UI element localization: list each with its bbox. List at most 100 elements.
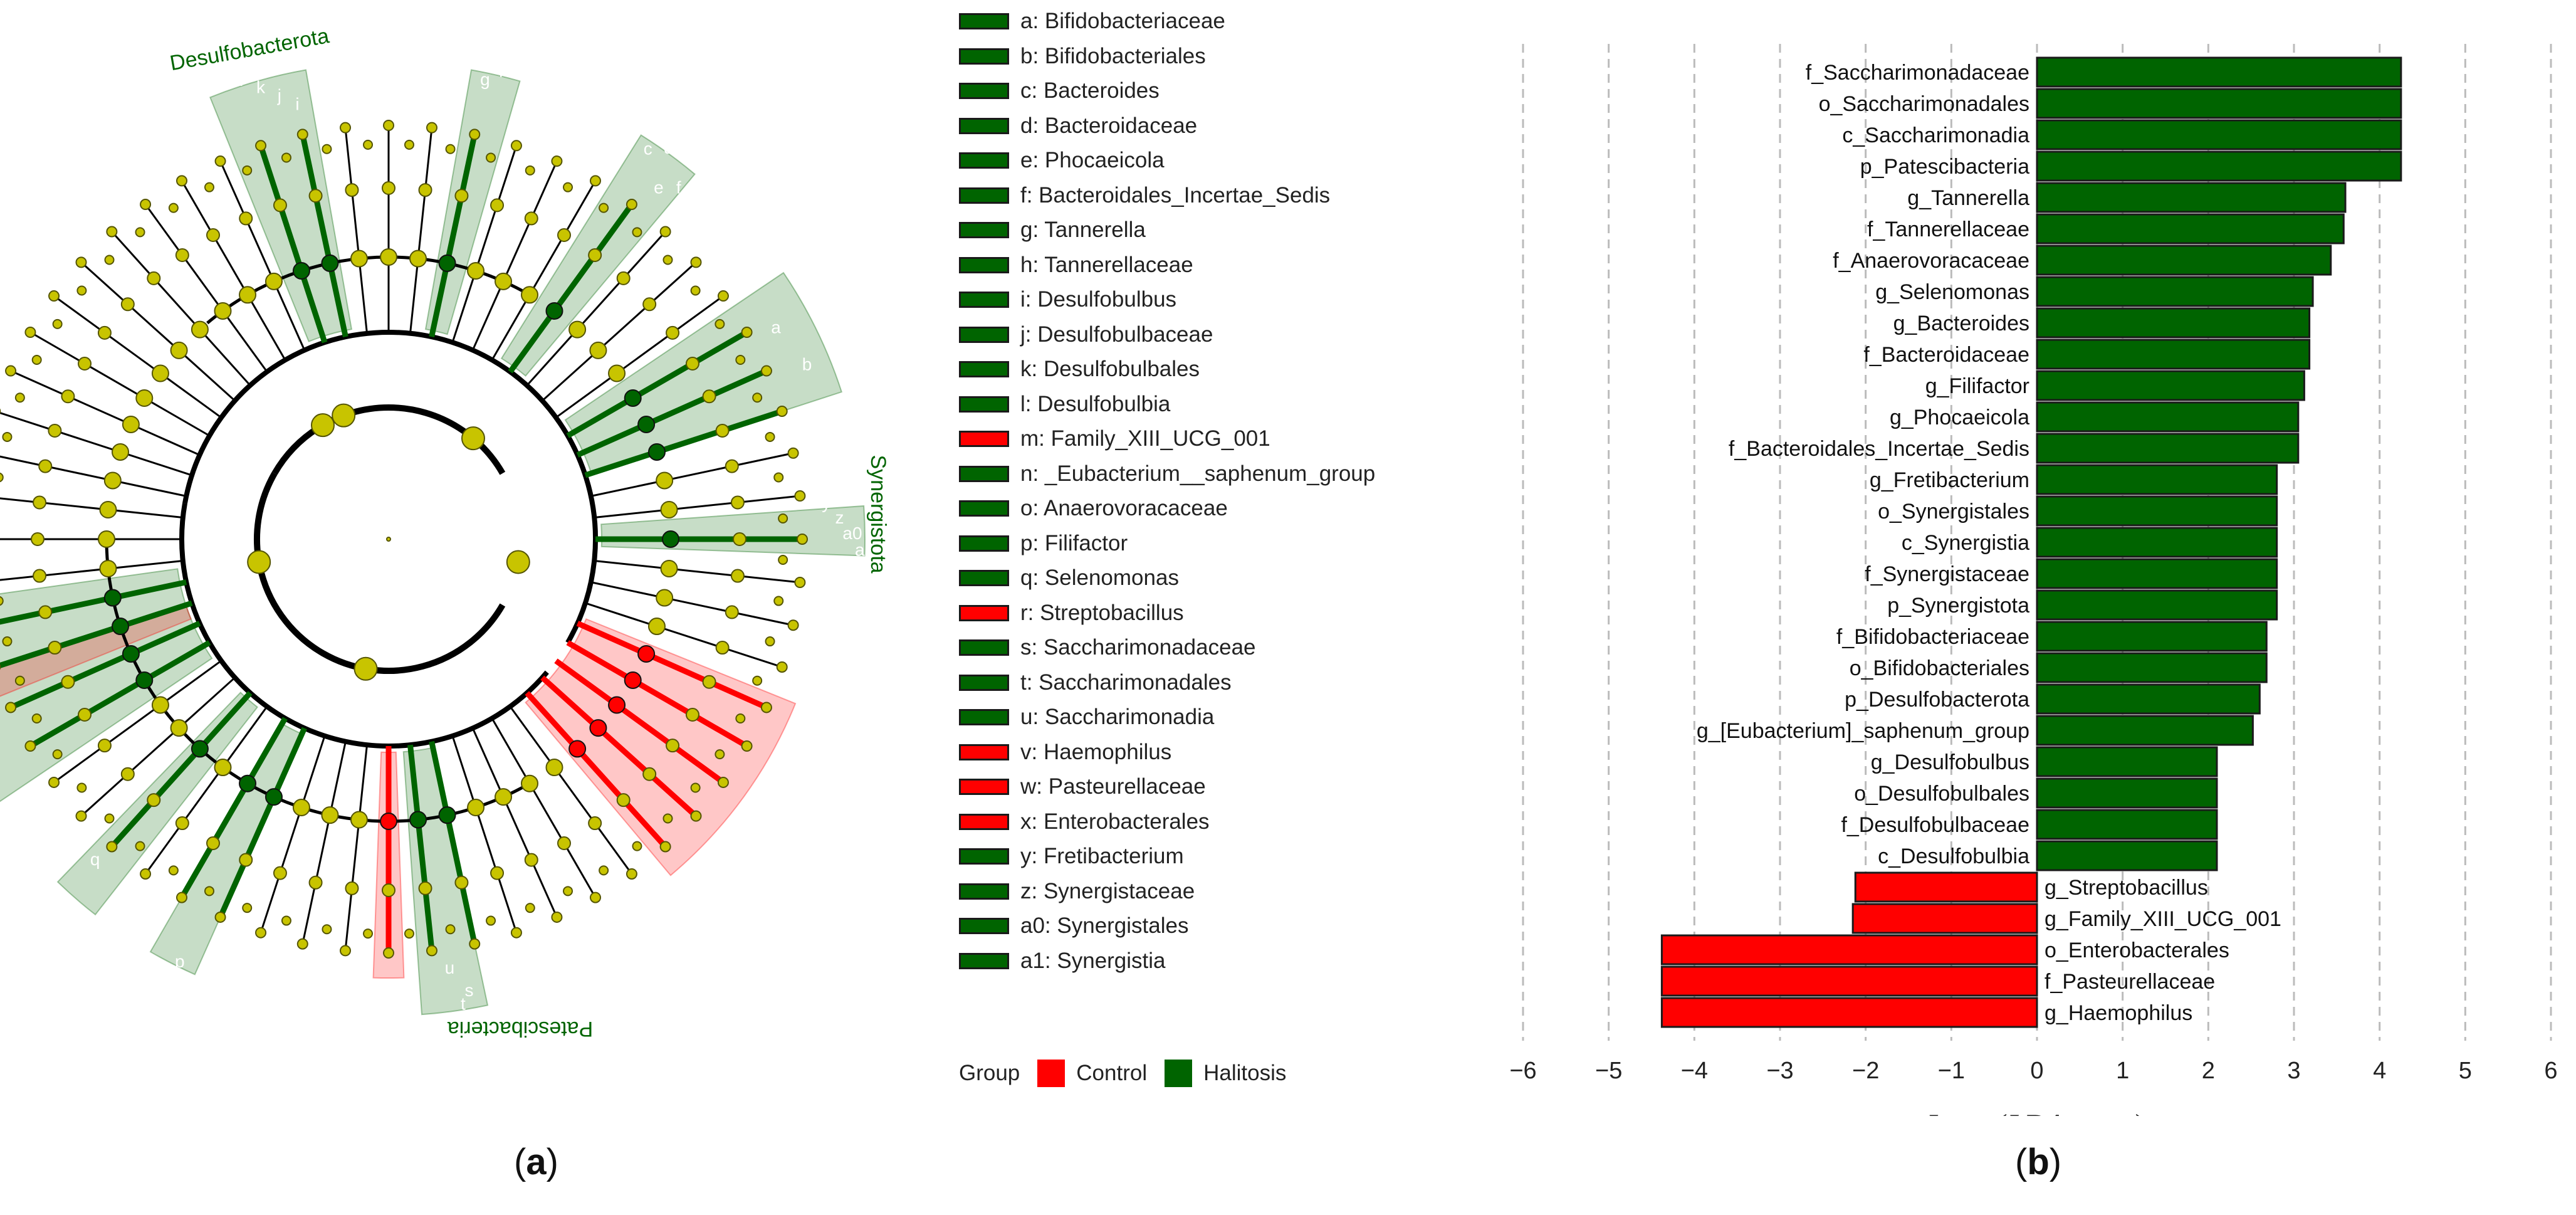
branch-line bbox=[451, 735, 518, 934]
branch-line bbox=[80, 676, 236, 817]
tree-node bbox=[765, 636, 775, 647]
legend-label: g: Tannerella bbox=[1020, 218, 1146, 242]
legend-label: v: Haemophilus bbox=[1020, 739, 1172, 764]
tree-node bbox=[626, 199, 637, 211]
bar bbox=[1660, 965, 2038, 997]
bar bbox=[2036, 527, 2278, 558]
tree-node bbox=[521, 286, 538, 304]
tree-node bbox=[797, 534, 808, 545]
legend-swatch bbox=[959, 883, 1009, 900]
tree-node bbox=[510, 140, 522, 152]
tree-node bbox=[321, 806, 339, 824]
bars bbox=[1660, 56, 2402, 1028]
legend-label: j: Desulfobulbaceae bbox=[1020, 322, 1213, 347]
control-swatch bbox=[1037, 1060, 1065, 1087]
tree-node bbox=[715, 423, 730, 438]
tree-node bbox=[725, 605, 739, 619]
branch-line bbox=[219, 160, 306, 351]
bar bbox=[2036, 621, 2268, 652]
bar bbox=[2036, 88, 2402, 119]
tree-node bbox=[608, 696, 626, 714]
clade-letter: g bbox=[480, 70, 490, 89]
tree-node bbox=[660, 560, 678, 578]
tree-node bbox=[2, 431, 13, 442]
tree-node bbox=[773, 596, 784, 606]
tree-node bbox=[322, 144, 332, 154]
tree-node bbox=[418, 881, 432, 895]
tree-node bbox=[104, 813, 115, 824]
tree-node bbox=[717, 776, 729, 788]
branch-line bbox=[429, 134, 478, 338]
legend-item: r: Streptobacillus bbox=[959, 601, 1184, 626]
tree-node bbox=[363, 928, 374, 939]
tree-node bbox=[666, 739, 680, 753]
legend-item: h: Tannerellaceae bbox=[959, 253, 1193, 278]
branch-line bbox=[0, 579, 187, 625]
taxa-legend: a: Bifidobacteriaceae b: Bifidobacteriale… bbox=[959, 0, 1523, 1103]
tree-node bbox=[445, 924, 456, 935]
tree-node bbox=[322, 924, 332, 935]
legend-item: i: Desulfobulbus bbox=[959, 287, 1176, 312]
tree-node bbox=[656, 471, 674, 490]
tree-node bbox=[557, 228, 571, 243]
tree-node bbox=[281, 152, 291, 163]
bar bbox=[2036, 652, 2268, 683]
tree-node bbox=[168, 865, 179, 876]
bar bbox=[2036, 150, 2402, 182]
tree-node bbox=[296, 129, 308, 140]
clade-letter: a0 bbox=[842, 523, 862, 543]
bar bbox=[2036, 464, 2278, 495]
tree-node bbox=[242, 903, 253, 913]
bar-label: g_Fretibacterium bbox=[1870, 468, 2029, 492]
bar-label: p_Desulfobacterota bbox=[1845, 688, 2029, 712]
lda-bar-chart: f_Saccharimonadaceae o_Saccharimonadalesc… bbox=[1509, 44, 2558, 1116]
control-label: Control bbox=[1076, 1061, 1148, 1085]
tree-node bbox=[97, 325, 112, 340]
clade-letter: e bbox=[654, 177, 664, 197]
branch-line bbox=[407, 744, 435, 951]
legend-label: b: Bifidobacteriales bbox=[1020, 43, 1206, 68]
bar-label: c_Synergistia bbox=[1902, 531, 2029, 555]
bar-label: g_Tannerella bbox=[1907, 186, 2029, 210]
tree-node bbox=[624, 671, 642, 689]
branch-line bbox=[576, 368, 768, 458]
tree-node bbox=[632, 841, 642, 851]
legend-label: s: Saccharimonadaceae bbox=[1020, 635, 1256, 660]
bar bbox=[2036, 56, 2402, 88]
tree-node bbox=[418, 183, 432, 197]
legend-swatch bbox=[959, 48, 1009, 65]
tree-node bbox=[454, 189, 469, 203]
tree-node bbox=[382, 883, 395, 897]
tree-node bbox=[140, 868, 152, 880]
tree-node bbox=[264, 272, 283, 290]
tree-node bbox=[264, 788, 283, 806]
legend-swatch bbox=[959, 570, 1009, 586]
tree-node bbox=[490, 198, 505, 213]
group-legend-title: Group bbox=[959, 1061, 1020, 1085]
tree-node bbox=[340, 122, 352, 134]
tree-node bbox=[38, 605, 53, 619]
tree-node bbox=[599, 865, 609, 876]
bar-label: f_Saccharimonadaceae bbox=[1806, 61, 2029, 85]
branch-line bbox=[526, 231, 666, 386]
branch-line bbox=[554, 658, 725, 785]
tree-node bbox=[778, 513, 788, 524]
legend-swatch bbox=[959, 535, 1009, 552]
tree-node bbox=[5, 702, 17, 713]
highlight-family-xiii bbox=[0, 604, 192, 697]
branch-line bbox=[525, 691, 668, 849]
bar-label: f_Anaerovoracaceae bbox=[1833, 249, 2029, 273]
legend-label: x: Enterobacterales bbox=[1020, 809, 1210, 834]
legend-item: t: Saccharimonadales bbox=[959, 670, 1232, 695]
branch-line bbox=[0, 455, 187, 497]
tree-node bbox=[383, 947, 394, 959]
tree-node bbox=[486, 152, 496, 163]
tree-node bbox=[495, 788, 513, 806]
legend-item: g: Tannerella bbox=[959, 218, 1146, 243]
legend-swatch bbox=[959, 13, 1009, 29]
legend-swatch bbox=[959, 779, 1009, 795]
branch-line bbox=[344, 127, 368, 334]
legend-item: v: Haemophilus bbox=[959, 740, 1171, 765]
legend-label: z: Synergistaceae bbox=[1020, 878, 1195, 903]
legend-swatch bbox=[959, 918, 1009, 934]
